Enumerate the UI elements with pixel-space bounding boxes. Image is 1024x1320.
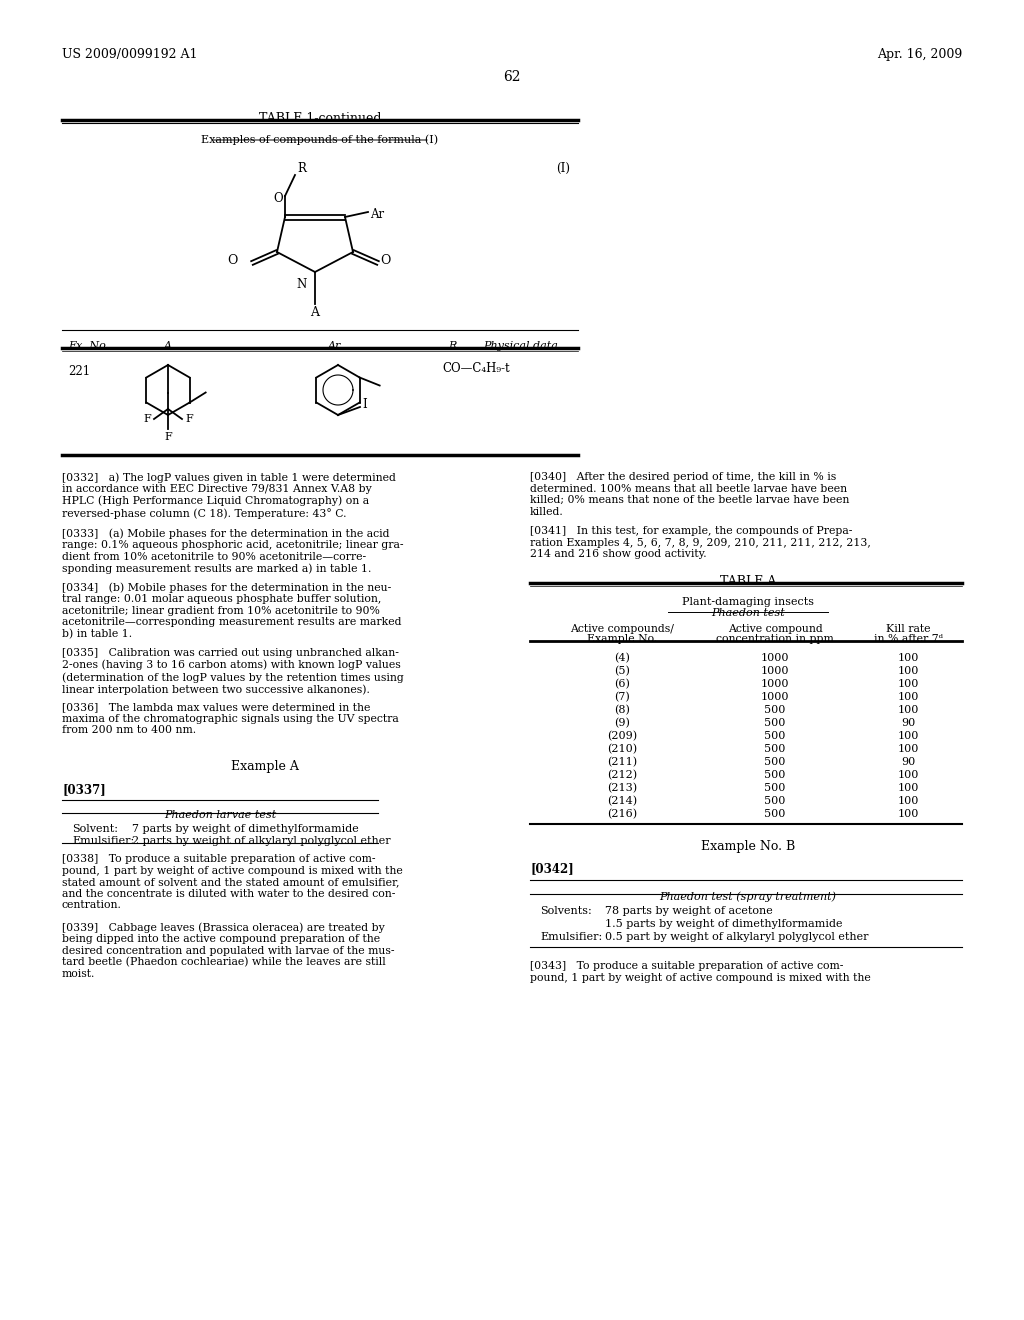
Text: 100: 100 (897, 731, 919, 741)
Text: 78 parts by weight of acetone: 78 parts by weight of acetone (605, 906, 773, 916)
Text: 100: 100 (897, 692, 919, 702)
Text: Apr. 16, 2009: Apr. 16, 2009 (877, 48, 962, 61)
Text: Ar: Ar (329, 341, 342, 351)
Text: O: O (227, 255, 238, 268)
Text: Solvent:: Solvent: (72, 824, 118, 834)
Text: Ar: Ar (370, 207, 384, 220)
Text: (9): (9) (614, 718, 630, 729)
Text: Plant-damaging insects: Plant-damaging insects (682, 597, 814, 607)
Text: Phaedon larvae test: Phaedon larvae test (164, 810, 276, 820)
Text: 500: 500 (764, 731, 785, 741)
Text: (209): (209) (607, 731, 637, 742)
Text: F: F (185, 414, 193, 424)
Text: Kill rate: Kill rate (886, 624, 930, 634)
Text: (4): (4) (614, 653, 630, 664)
Text: (5): (5) (614, 667, 630, 676)
Text: 0.5 part by weight of alkylaryl polyglycol ether: 0.5 part by weight of alkylaryl polyglyc… (605, 932, 868, 942)
Text: (212): (212) (607, 770, 637, 780)
Text: 1000: 1000 (761, 678, 790, 689)
Text: 100: 100 (897, 653, 919, 663)
Text: 62: 62 (503, 70, 521, 84)
Text: 500: 500 (764, 744, 785, 754)
Text: Physical data: Physical data (483, 341, 558, 351)
Text: (210): (210) (607, 744, 637, 754)
Text: Examples of compounds of the formula (I): Examples of compounds of the formula (I) (202, 135, 438, 145)
Text: (216): (216) (607, 809, 637, 820)
Text: 500: 500 (764, 796, 785, 807)
Text: A: A (310, 306, 319, 319)
Text: Phaedon test (spray treatment): Phaedon test (spray treatment) (659, 891, 837, 902)
Text: Example A: Example A (231, 760, 299, 774)
Text: R: R (297, 162, 306, 176)
Text: Phaedon test: Phaedon test (711, 609, 784, 618)
Text: O: O (273, 191, 283, 205)
Text: (214): (214) (607, 796, 637, 807)
Text: 100: 100 (897, 783, 919, 793)
Text: [0342]: [0342] (530, 862, 573, 875)
Text: I: I (362, 399, 367, 412)
Text: TABLE A: TABLE A (720, 576, 776, 587)
Text: CO—C₄H₉-t: CO—C₄H₉-t (442, 362, 510, 375)
Text: 100: 100 (897, 667, 919, 676)
Text: Solvents:: Solvents: (540, 906, 592, 916)
Text: 90: 90 (901, 756, 915, 767)
Text: (6): (6) (614, 678, 630, 689)
Text: [0333]   (a) Mobile phases for the determination in the acid
range: 0.1% aqueous: [0333] (a) Mobile phases for the determi… (62, 528, 403, 574)
Text: in % after 7ᵈ: in % after 7ᵈ (873, 634, 942, 644)
Text: Example No. B: Example No. B (700, 840, 795, 853)
Text: (I): (I) (556, 162, 570, 176)
Text: 500: 500 (764, 718, 785, 729)
Text: 100: 100 (897, 796, 919, 807)
Text: 100: 100 (897, 705, 919, 715)
Text: Active compound: Active compound (728, 624, 822, 634)
Text: (8): (8) (614, 705, 630, 715)
Text: [0336]   The lambda max values were determined in the
maxima of the chromatograp: [0336] The lambda max values were determ… (62, 702, 398, 735)
Text: (211): (211) (607, 756, 637, 767)
Text: 1000: 1000 (761, 667, 790, 676)
Text: 500: 500 (764, 783, 785, 793)
Text: F: F (143, 414, 151, 424)
Text: [0338]   To produce a suitable preparation of active com-
pound, 1 part by weigh: [0338] To produce a suitable preparation… (62, 854, 402, 911)
Text: 100: 100 (897, 770, 919, 780)
Text: 1000: 1000 (761, 692, 790, 702)
Text: [0335]   Calibration was carried out using unbranched alkan-
2-ones (having 3 to: [0335] Calibration was carried out using… (62, 648, 403, 694)
Text: Example No.: Example No. (587, 634, 657, 644)
Text: Emulsifier:: Emulsifier: (72, 836, 134, 846)
Text: [0341]   In this test, for example, the compounds of Prepa-
ration Examples 4, 5: [0341] In this test, for example, the co… (530, 525, 870, 560)
Text: Emulsifier:: Emulsifier: (540, 932, 602, 942)
Text: [0340]   After the desired period of time, the kill in % is
determined. 100% mea: [0340] After the desired period of time,… (530, 473, 849, 517)
Text: 500: 500 (764, 809, 785, 818)
Text: A: A (164, 341, 172, 351)
Text: 500: 500 (764, 705, 785, 715)
Text: US 2009/0099192 A1: US 2009/0099192 A1 (62, 48, 198, 61)
Text: Ex. No.: Ex. No. (68, 341, 110, 351)
Text: (7): (7) (614, 692, 630, 702)
Text: R: R (447, 341, 456, 351)
Text: 100: 100 (897, 809, 919, 818)
Text: 500: 500 (764, 756, 785, 767)
Text: [0334]   (b) Mobile phases for the determination in the neu-
tral range: 0.01 mo: [0334] (b) Mobile phases for the determi… (62, 582, 401, 639)
Text: 100: 100 (897, 744, 919, 754)
Text: [0337]: [0337] (62, 783, 105, 796)
Text: [0343]   To produce a suitable preparation of active com-
pound, 1 part by weigh: [0343] To produce a suitable preparation… (530, 961, 870, 982)
Text: (213): (213) (607, 783, 637, 793)
Text: TABLE 1-continued: TABLE 1-continued (259, 112, 381, 125)
Text: 2 parts by weight of alkylaryl polyglycol ether: 2 parts by weight of alkylaryl polyglyco… (132, 836, 390, 846)
Text: F: F (164, 432, 172, 442)
Text: N: N (297, 279, 307, 290)
Text: [0332]   a) The logP values given in table 1 were determined
in accordance with : [0332] a) The logP values given in table… (62, 473, 396, 519)
Text: concentration in ppm: concentration in ppm (716, 634, 834, 644)
Text: [0339]   Cabbage leaves (Brassica oleracea) are treated by
being dipped into the: [0339] Cabbage leaves (Brassica oleracea… (62, 921, 394, 979)
Text: 1000: 1000 (761, 653, 790, 663)
Text: 221: 221 (68, 366, 90, 378)
Text: O: O (380, 255, 390, 268)
Text: 1.5 parts by weight of dimethylformamide: 1.5 parts by weight of dimethylformamide (605, 919, 843, 929)
Text: Active compounds/: Active compounds/ (570, 624, 674, 634)
Text: 7 parts by weight of dimethylformamide: 7 parts by weight of dimethylformamide (132, 824, 358, 834)
Text: 90: 90 (901, 718, 915, 729)
Text: 100: 100 (897, 678, 919, 689)
Text: 500: 500 (764, 770, 785, 780)
